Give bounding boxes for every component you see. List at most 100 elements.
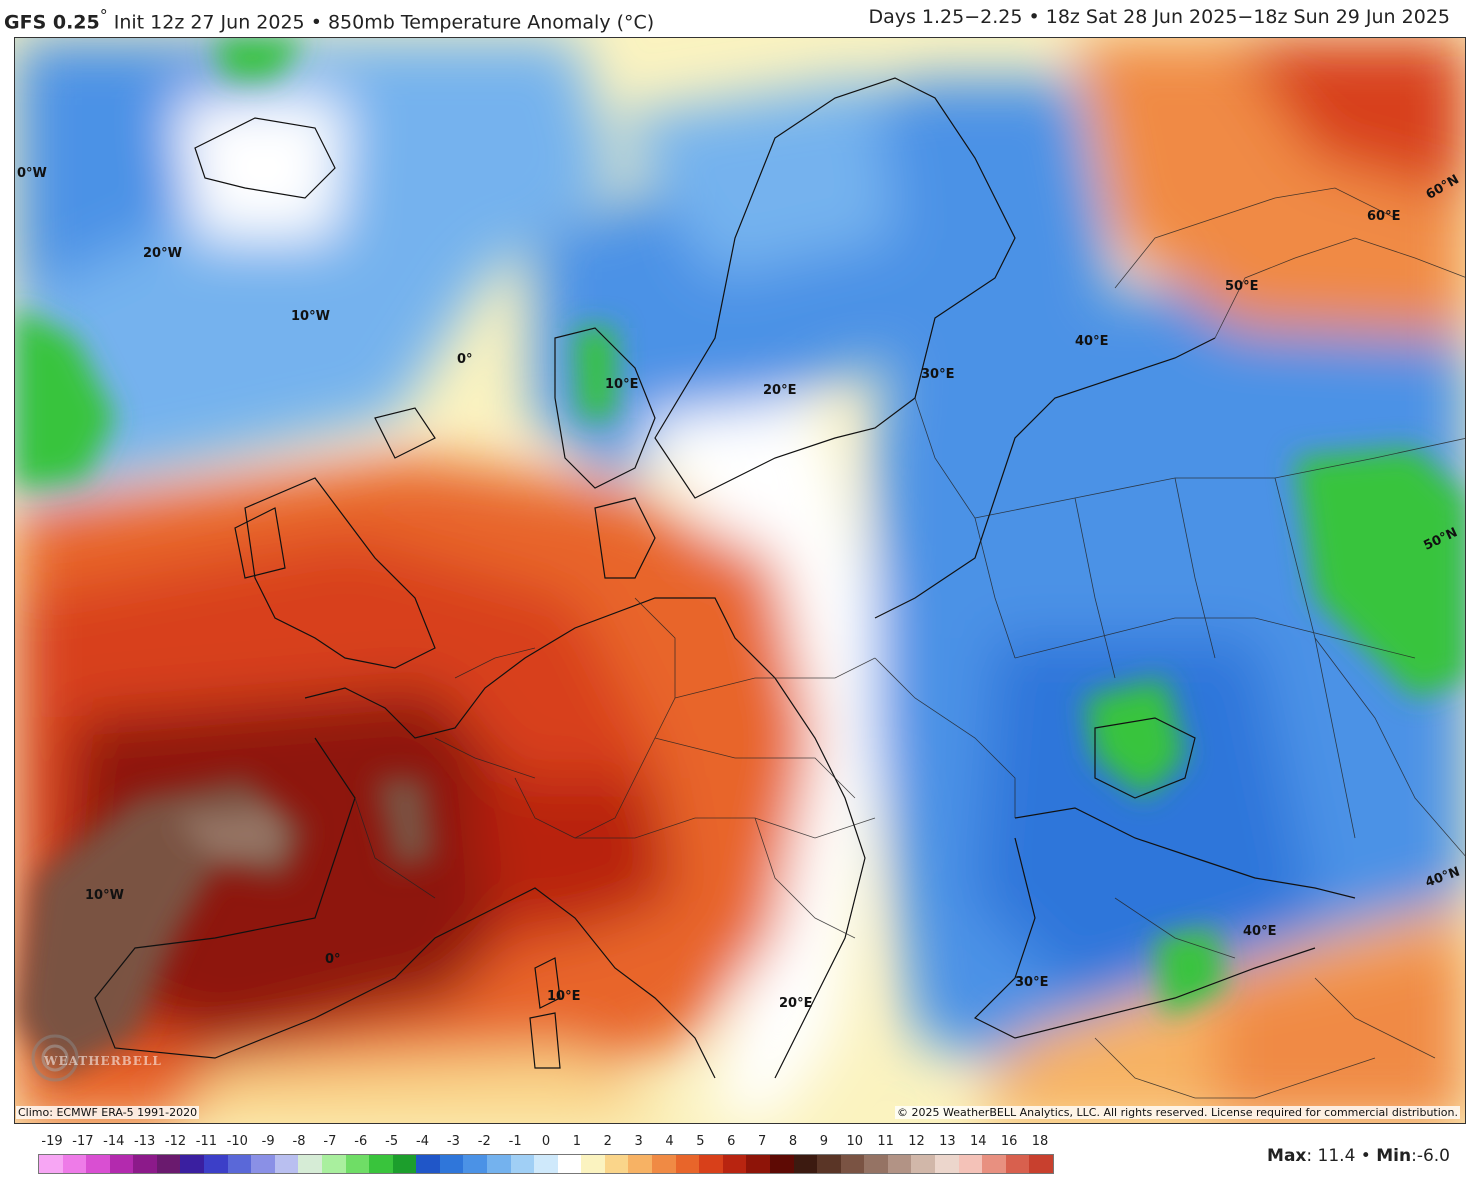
colorbar-swatch — [133, 1155, 157, 1173]
colorbar-swatch — [486, 1155, 511, 1173]
copyright-note: © 2025 WeatherBELL Analytics, LLC. All r… — [895, 1106, 1460, 1119]
colorbar-swatch — [86, 1155, 110, 1173]
colorbar-swatch — [581, 1155, 605, 1173]
colorbar-swatch — [321, 1155, 346, 1173]
weatherbell-logo-mark — [31, 1034, 79, 1082]
max-label: Max — [1267, 1146, 1307, 1166]
colorbar-tick-label: -6 — [354, 1134, 368, 1149]
colorbar-tick-label: -12 — [164, 1134, 187, 1149]
colorbar-swatch — [817, 1155, 841, 1173]
colorbar-swatch — [180, 1155, 205, 1173]
graticule-label: 30°E — [1015, 975, 1049, 990]
graticule-label: 20°E — [779, 996, 813, 1011]
colorbar-swatch — [793, 1155, 818, 1173]
colorbar-tick-label: 10 — [846, 1134, 864, 1149]
anomaly-map: 0°W 20°W 10°W 0° 10°E 20°E 30°E 40°E 50°… — [14, 37, 1466, 1124]
graticule-label: 0° — [325, 952, 341, 967]
logo-text: WEATHERBELL — [44, 1054, 162, 1068]
colorbar-tick-label: 7 — [757, 1134, 767, 1149]
colorbar-tick-label: -3 — [446, 1134, 460, 1149]
colorbar-tick-label: -13 — [134, 1134, 156, 1149]
graticule-label: 10°E — [547, 989, 581, 1004]
product-name: 850mb Temperature Anomaly (°C) — [327, 11, 655, 34]
colorbar-tick-label: 11 — [877, 1134, 894, 1149]
min-label: Min — [1376, 1146, 1412, 1166]
title-separator: • — [310, 11, 322, 34]
borders — [354, 187, 1465, 1099]
colorbar-swatch — [62, 1155, 87, 1173]
climo-note: Climo: ECMWF ERA-5 1991-2020 — [16, 1106, 200, 1119]
max-value: : 11.4 — [1306, 1146, 1356, 1166]
weatherbell-logo: WEATHERBELL — [24, 1038, 161, 1088]
colorbar-tick-label: 4 — [665, 1134, 674, 1149]
graticule-label: 40°E — [1243, 924, 1277, 939]
colorbar-swatch — [39, 1155, 63, 1173]
graticule-label: 20°W — [143, 246, 182, 261]
graticule-label: 10°E — [605, 377, 639, 392]
coastlines — [94, 77, 1356, 1079]
colorbar-tick-label: 0 — [541, 1134, 551, 1149]
anomaly-field — [15, 38, 1465, 1123]
colorbar-swatch — [345, 1155, 370, 1173]
graticule-label: 50°E — [1225, 279, 1259, 294]
colorbar-tick-label: -19 — [41, 1134, 63, 1149]
colorbar-swatch — [204, 1155, 228, 1173]
colorbar-tick-label: -5 — [385, 1134, 399, 1149]
colorbar-swatch — [958, 1155, 983, 1173]
colorbar — [38, 1154, 1054, 1174]
graticule-label: 20°E — [763, 383, 797, 398]
colorbar-swatch — [864, 1155, 888, 1173]
colorbar-tick-label: 16 — [1000, 1134, 1018, 1149]
colorbar-swatch — [510, 1155, 535, 1173]
colorbar-tick-label: -2 — [477, 1134, 491, 1149]
colorbar-tick-label: 2 — [603, 1134, 612, 1149]
colorbar-swatch — [628, 1155, 653, 1173]
colorbar-swatch — [227, 1155, 252, 1173]
colorbar-swatch — [416, 1155, 440, 1173]
colorbar-tick-label: 14 — [969, 1134, 987, 1149]
colorbar-tick-label: 9 — [819, 1134, 829, 1149]
colorbar-swatch — [369, 1155, 393, 1173]
colorbar-swatch — [652, 1155, 676, 1173]
graticule-label: 40°E — [1075, 334, 1109, 349]
graticule-label: 10°W — [85, 888, 124, 903]
colorbar-swatch — [604, 1155, 629, 1173]
graticule-label: 60°E — [1367, 209, 1401, 224]
colorbar-swatch — [439, 1155, 464, 1173]
colorbar-swatch — [1029, 1155, 1053, 1173]
colorbar-swatch — [274, 1155, 299, 1173]
graticule-label: 30°E — [921, 367, 955, 382]
colorbar-tick-label: 3 — [634, 1134, 643, 1149]
colorbar-tick-label: -11 — [195, 1134, 217, 1149]
colorbar-tick-label: 8 — [788, 1134, 798, 1149]
colorbar-swatch — [557, 1155, 582, 1173]
colorbar-swatch — [887, 1155, 912, 1173]
colorbar-swatch — [934, 1155, 959, 1173]
colorbar-swatch — [463, 1155, 487, 1173]
stats-separator: • — [1355, 1146, 1377, 1166]
colorbar-tick-label: 6 — [727, 1134, 736, 1149]
colorbar-tick-label: 1 — [572, 1134, 582, 1149]
degree-mark: ° — [99, 6, 108, 25]
graticule-label: 0°W — [17, 166, 47, 181]
colorbar-swatch — [982, 1155, 1006, 1173]
colorbar-swatch — [911, 1155, 935, 1173]
colorbar-tick-label: -1 — [508, 1134, 522, 1149]
colorbar-tick-label: 18 — [1031, 1134, 1049, 1149]
colorbar-tick-label: -8 — [292, 1134, 306, 1149]
colorbar-tick-label: 5 — [696, 1134, 705, 1149]
colorbar-tick-label: 13 — [939, 1134, 956, 1149]
colorbar-swatch — [109, 1155, 134, 1173]
init-time: Init 12z 27 Jun 2025 — [113, 11, 305, 34]
colorbar-tick-label: -14 — [103, 1134, 125, 1149]
graticule-label: 0° — [457, 352, 473, 367]
colorbar-swatch — [699, 1155, 723, 1173]
model-name: GFS 0.25 — [4, 11, 100, 34]
colorbar-tick-label: -4 — [416, 1134, 429, 1149]
colorbar-tick-label: -10 — [226, 1134, 248, 1149]
valid-time: Days 1.25−2.25 • 18z Sat 28 Jun 2025−18z… — [868, 6, 1450, 28]
colorbar-tick-label: -9 — [261, 1134, 275, 1149]
colorbar-swatch — [675, 1155, 700, 1173]
colorbar-swatch — [722, 1155, 747, 1173]
graticule-label: 10°W — [291, 309, 330, 324]
